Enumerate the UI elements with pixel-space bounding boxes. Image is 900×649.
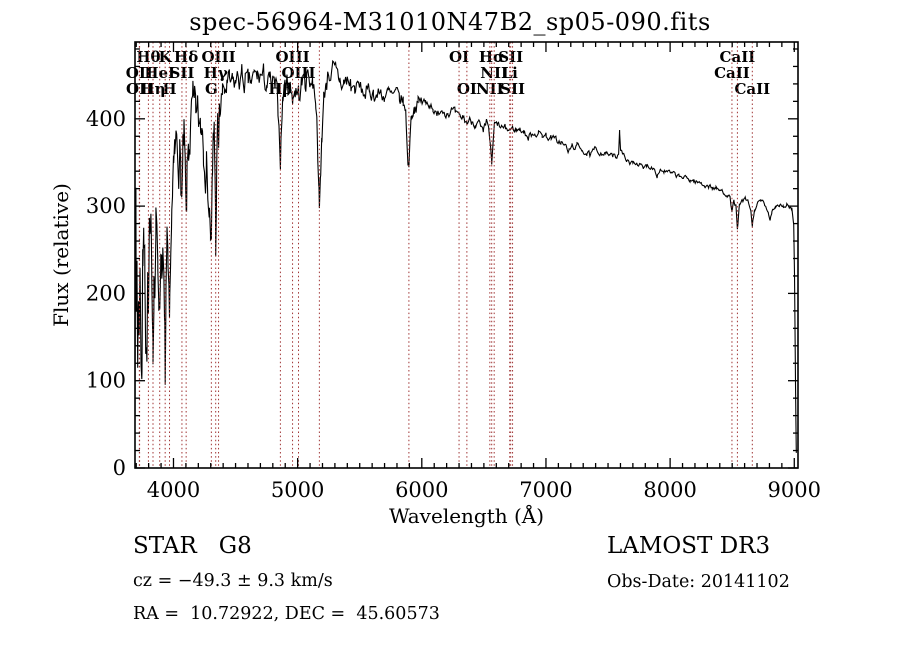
x-tick-label: 7000 [519, 478, 572, 502]
spectral-line-label: G [205, 80, 218, 98]
radec-text: RA = 10.72922, DEC = 45.60573 [133, 604, 440, 624]
spectral-line-label: Hδ [174, 48, 198, 66]
spectral-line-label: OI [457, 80, 477, 98]
spectral-line-label: SII [169, 64, 194, 82]
obs-date-text: Obs-Date: 20141102 [607, 572, 790, 592]
x-tick-label: 6000 [395, 478, 448, 502]
page-title: spec-56964-M31010N47B2_sp05-090.fits [189, 8, 711, 36]
y-tick-label: 400 [86, 107, 126, 131]
spectral-line-label: OII [126, 64, 153, 82]
spectral-line-label: HeI [144, 64, 175, 82]
cz-text: cz = −49.3 ± 9.3 km/s [133, 571, 333, 591]
spectral-line-label: OI [449, 48, 469, 66]
spectral-line-label: NII [480, 64, 508, 82]
survey-text: LAMOST DR3 [607, 533, 771, 559]
spectral-line-label: Hα [479, 48, 505, 66]
object-class-text: STAR G8 [133, 533, 252, 559]
spectral-line-label: SII [498, 48, 523, 66]
x-axis-title: Wavelength (Å) [389, 503, 544, 528]
y-tick-label: 300 [86, 194, 126, 218]
plot-box [134, 41, 799, 469]
spectral-line-label: H [162, 80, 176, 98]
x-tick-label: 8000 [643, 478, 696, 502]
y-tick-label: 100 [86, 369, 126, 393]
y-axis-title: Flux (relative) [49, 183, 73, 327]
y-tick-label: 0 [113, 456, 126, 480]
spectral-line-label: Hγ [204, 64, 228, 82]
spectral-line-label: NII [476, 80, 504, 98]
spectral-line-label: OIII [201, 48, 235, 66]
spectrum-path [135, 59, 797, 453]
spectral-line-label: Li [502, 64, 519, 82]
spectral-line-label: OII [126, 80, 153, 98]
y-tick-label: 200 [86, 281, 126, 305]
spectral-line-label: CaII [720, 48, 756, 66]
x-tick-label: 5000 [271, 478, 324, 502]
spectral-line-label: CaII [734, 80, 770, 98]
spectral-line-label: OIII [275, 48, 309, 66]
x-tick-label: 9000 [768, 478, 821, 502]
spectral-line-label: SII [500, 80, 525, 98]
spectral-line-label: CaII [714, 64, 750, 82]
x-tick-label: 4000 [147, 478, 200, 502]
spectral-line-label: Hθ [136, 48, 160, 66]
spectral-line-label: K [159, 48, 173, 66]
